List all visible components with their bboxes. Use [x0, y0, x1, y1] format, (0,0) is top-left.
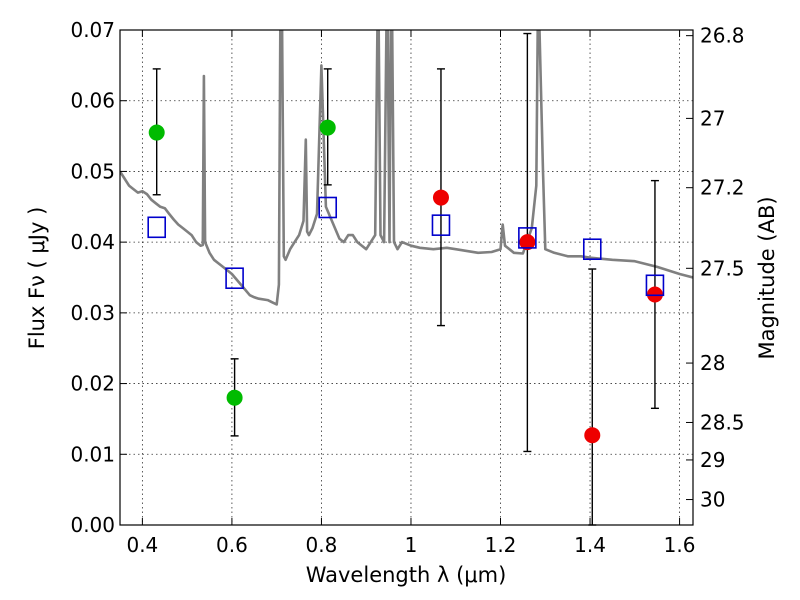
- red-flux-point: [584, 427, 601, 444]
- spectrum-layer: [120, 30, 693, 306]
- y-tick-label: 0.00: [70, 513, 115, 537]
- model-square-marker: [225, 267, 244, 290]
- y2-tick-label: 27: [700, 106, 725, 130]
- y2-tick-label: 26.8: [700, 24, 745, 48]
- x-tick-label: 1.2: [485, 533, 517, 557]
- model-square-marker: [431, 214, 451, 236]
- tick-labels: 0.4 0.6 0.8 1 1.2 1.4 1.6 0.00 0.01 0.02 0.03 0.04 0…: [70, 18, 744, 557]
- x-tick-label: 0.8: [306, 533, 338, 557]
- y2-tick-label: 28.5: [700, 410, 745, 434]
- error-bars: [152, 32, 659, 526]
- spectrum-line: [120, 30, 693, 306]
- y-tick-label: 0.03: [70, 301, 115, 325]
- markers: [147, 119, 665, 444]
- y-tick-label: 0.05: [70, 159, 115, 183]
- x-tick-label: 1.6: [664, 533, 696, 557]
- y-axis-label: Flux Fν ( μJy ): [25, 207, 49, 350]
- model-square-marker: [645, 274, 665, 297]
- red-flux-point: [519, 234, 536, 251]
- y-tick-label: 0.01: [70, 442, 115, 466]
- red-flux-point: [432, 189, 449, 206]
- green-flux-point: [226, 389, 243, 406]
- model-square-marker: [147, 216, 167, 239]
- y-tick-label: 0.06: [70, 89, 115, 113]
- y2-tick-label: 27.5: [700, 256, 745, 280]
- y2-tick-label: 28: [700, 351, 725, 375]
- y2-axis-label: Magnitude (AB): [755, 196, 779, 359]
- model-square-marker: [318, 196, 338, 219]
- y-tick-label: 0.07: [70, 18, 115, 42]
- x-tick-label: 0.6: [216, 533, 248, 557]
- model-square-marker: [582, 238, 602, 261]
- model-square-marker: [518, 227, 537, 249]
- y2-tick-label: 27.2: [700, 176, 745, 200]
- x-tick-label: 1: [405, 533, 418, 557]
- y-tick-label: 0.04: [70, 230, 115, 254]
- green-flux-point: [148, 124, 165, 141]
- grid: [120, 30, 693, 525]
- ticks: [120, 29, 693, 526]
- x-tick-label: 0.4: [126, 533, 158, 557]
- x-axis-label: Wavelength λ (μm): [306, 563, 507, 587]
- y-tick-label: 0.02: [70, 372, 115, 396]
- green-flux-point: [319, 119, 336, 136]
- x-tick-label: 1.4: [574, 533, 606, 557]
- red-flux-point: [646, 286, 663, 303]
- y2-tick-label: 29: [700, 448, 725, 472]
- plot-frame: [119, 29, 694, 526]
- y2-tick-label: 30: [700, 488, 725, 512]
